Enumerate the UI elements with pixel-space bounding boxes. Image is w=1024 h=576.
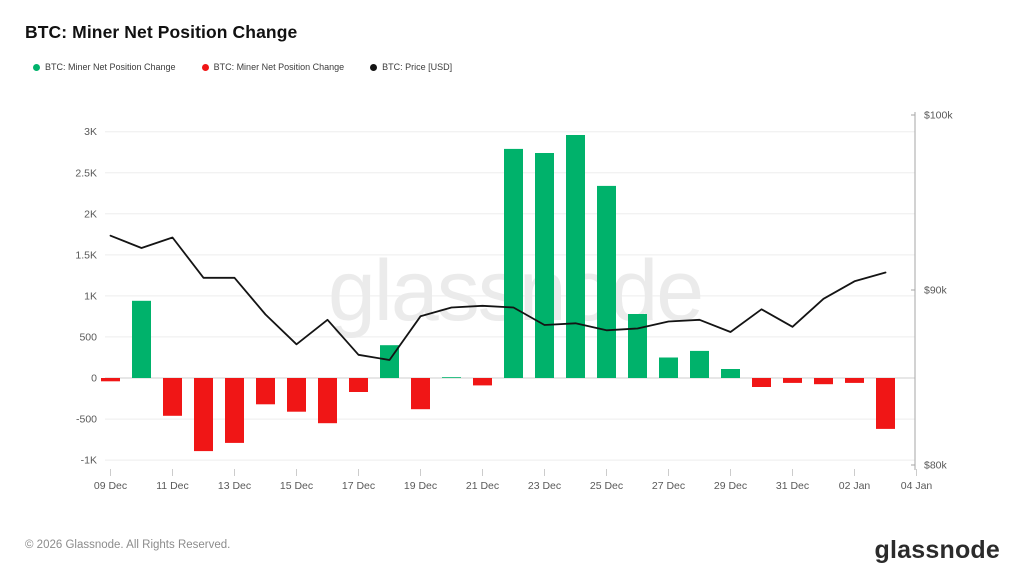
x-axis-label: 09 Dec <box>94 480 127 492</box>
y-axis-label-left: 500 <box>79 331 97 343</box>
x-axis-label: 29 Dec <box>714 480 747 492</box>
x-axis-label: 25 Dec <box>590 480 623 492</box>
y-axis-label-right: $100k <box>924 110 953 122</box>
bar-15-dec <box>287 378 306 412</box>
legend-dot-icon <box>370 63 378 71</box>
bar-26-dec <box>628 314 647 378</box>
bar-03-jan <box>876 378 895 429</box>
bar-01-jan <box>814 378 833 385</box>
y-axis-label-left: -500 <box>76 414 97 426</box>
x-axis-label: 31 Dec <box>776 480 809 492</box>
bar-30-dec <box>752 378 771 387</box>
y-axis-label-left: -1K <box>81 455 97 467</box>
bar-21-dec <box>473 378 492 386</box>
page-title: BTC: Miner Net Position Change <box>25 22 298 42</box>
y-axis-label-right: $80k <box>924 460 948 472</box>
bar-10-dec <box>132 300 151 378</box>
bar-20-dec <box>442 377 461 378</box>
bar-16-dec <box>318 378 337 424</box>
y-axis-label-right: $90k <box>924 285 948 297</box>
x-axis-label: 02 Jan <box>839 480 871 492</box>
bar-22-dec <box>504 148 523 378</box>
y-axis-label-left: 2K <box>84 208 97 220</box>
legend-dot-icon <box>33 63 40 71</box>
legend-item-label: BTC: Miner Net Position Change <box>213 62 345 72</box>
bar-09-dec <box>101 378 120 382</box>
bar-29-dec <box>721 369 740 378</box>
bar-11-dec <box>163 378 182 416</box>
x-axis-label: 11 Dec <box>156 480 189 492</box>
y-axis-label-left: 2.5K <box>75 167 97 179</box>
x-axis-label: 27 Dec <box>652 480 685 492</box>
y-axis-label-left: 1K <box>84 290 97 302</box>
legend-item-2[interactable]: BTC: Price [USD] <box>370 62 452 72</box>
copyright: © 2026 Glassnode. All Rights Reserved. <box>25 539 231 551</box>
legend-dot-icon <box>201 63 209 71</box>
bar-17-dec <box>349 378 368 392</box>
bar-31-dec <box>783 378 802 383</box>
bar-24-dec <box>566 135 585 378</box>
bar-28-dec <box>690 350 709 378</box>
price-line <box>109 234 887 361</box>
x-axis-label: 19 Dec <box>404 480 437 492</box>
legend-item-1[interactable]: BTC: Miner Net Position Change <box>201 62 345 72</box>
legend-item-0[interactable]: BTC: Miner Net Position Change <box>33 62 176 72</box>
x-axis-label: 15 Dec <box>280 480 313 492</box>
bar-14-dec <box>256 378 275 405</box>
x-axis-label: 21 Dec <box>466 480 499 492</box>
bar-27-dec <box>659 357 678 378</box>
y-axis-label-left: 1.5K <box>75 249 97 261</box>
x-axis-label: 13 Dec <box>218 480 251 492</box>
glassnode-logo: glassnode <box>874 536 1000 564</box>
bar-23-dec <box>535 153 554 378</box>
legend-item-label: BTC: Miner Net Position Change <box>45 62 176 72</box>
bar-25-dec <box>597 185 616 378</box>
bar-13-dec <box>225 378 244 443</box>
y-axis-label-left: 0 <box>91 373 97 385</box>
legend-item-label: BTC: Price [USD] <box>382 62 453 72</box>
bar-19-dec <box>411 378 430 410</box>
chart-legend: BTC: Miner Net Position Change BTC: Miner… <box>33 62 452 72</box>
y-axis-label-left: 3K <box>84 126 97 138</box>
bar-12-dec <box>194 378 213 452</box>
x-axis-label: 17 Dec <box>342 480 375 492</box>
x-axis-label: 23 Dec <box>528 480 561 492</box>
x-axis-label: 04 Jan <box>901 480 933 492</box>
bar-02-jan <box>845 378 864 383</box>
